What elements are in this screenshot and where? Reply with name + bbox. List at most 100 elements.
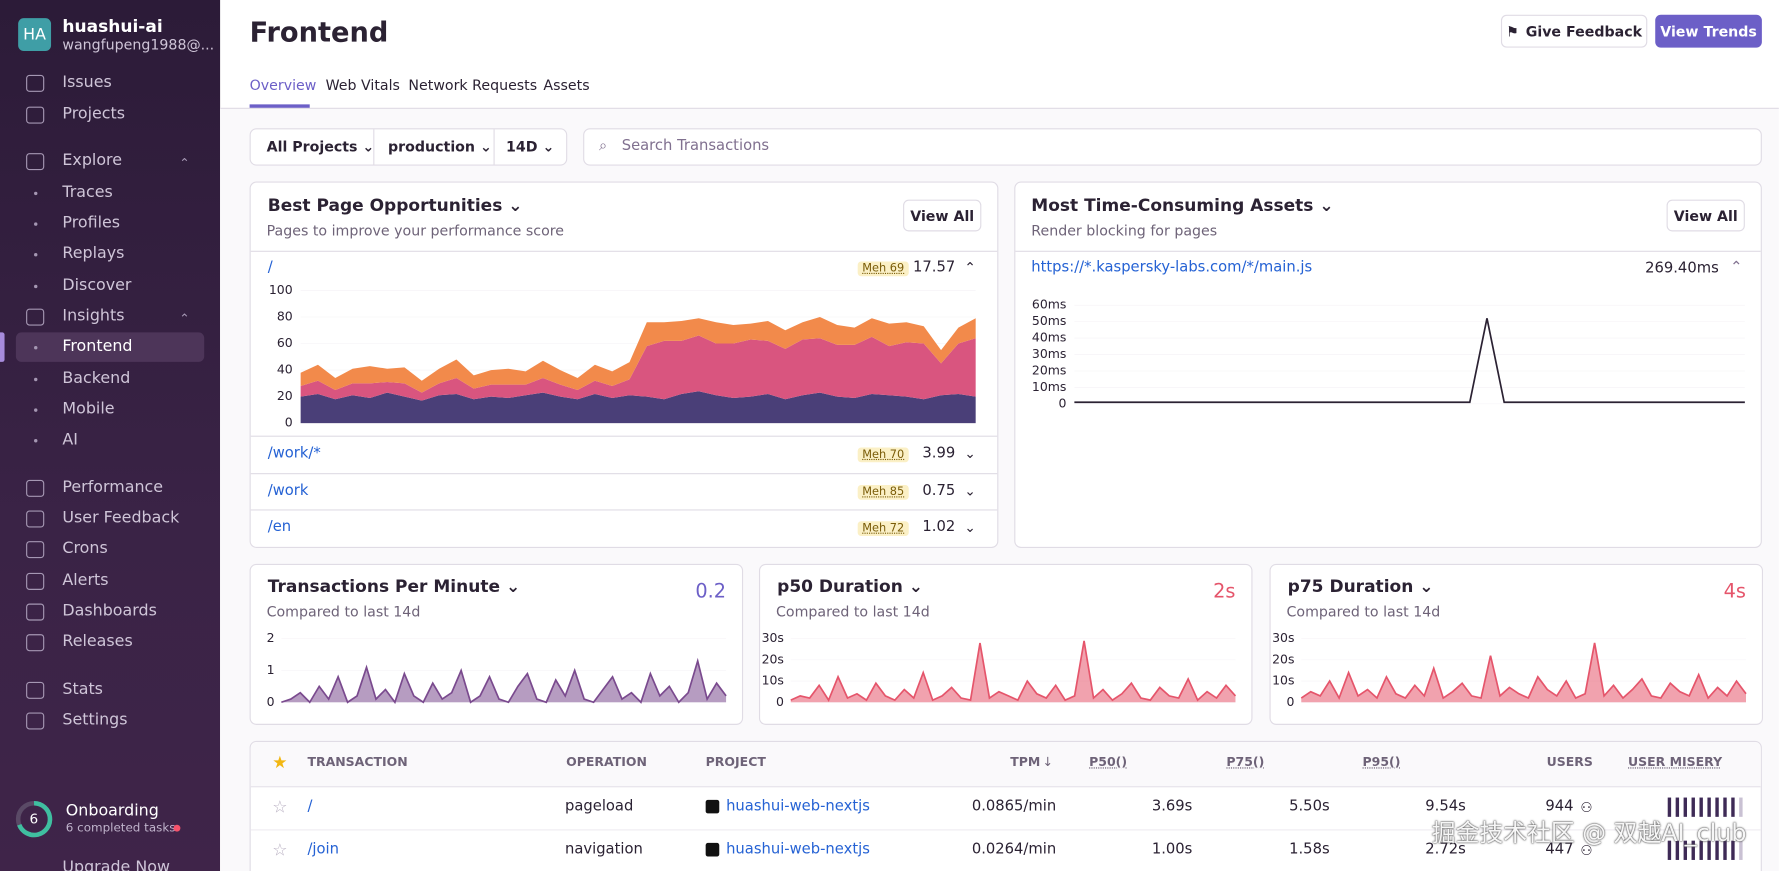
nav-item[interactable]: Releases [62,632,133,651]
asset-link[interactable]: https://*.kaspersky-labs.com/*/main.js [1031,258,1313,276]
chevron[interactable]: ⌄ [964,519,976,536]
score-badge: Meh 85 [857,484,909,500]
column-header[interactable]: USERS [1546,754,1593,770]
onboarding-title[interactable]: Onboarding [65,801,159,820]
score-badge: Meh 70 [857,447,909,463]
org-name[interactable]: huashui-ai [62,15,163,37]
org-avatar[interactable]: HA [18,18,52,52]
feedback-button[interactable]: ⚑ Give Feedback [1500,14,1648,48]
project-filter[interactable]: All Projects ⌄ [266,137,375,155]
misery-bar [1723,797,1727,817]
misery-bar [1683,840,1688,860]
cell[interactable]: / [307,797,313,815]
button-label: Give Feedback [1525,22,1643,40]
score-badge: Meh 69 [857,261,909,277]
bullet [34,377,38,382]
sort-arrow[interactable]: ↓ [1042,754,1054,770]
widget-title[interactable]: p75 Duration ⌄ [1287,576,1434,597]
misery-bar [1691,840,1695,860]
cell: 0.0264/min [971,840,1057,858]
nav-item[interactable]: Insights [62,306,125,326]
cell: 9.54s [1425,797,1466,815]
star-header[interactable]: ★ [272,752,288,773]
column-header[interactable]: OPERATION [566,754,647,770]
card-title[interactable]: Most Time-Consuming Assets ⌄ [1031,195,1334,216]
cell[interactable]: /join [307,840,339,858]
chevron[interactable]: ⌃ [179,155,190,171]
view-all-button[interactable]: View All [1666,199,1745,232]
nav-item[interactable]: Profiles [62,213,121,233]
page-link[interactable]: /work/* [267,444,321,462]
misery-bar [1731,840,1735,860]
title-text: p75 Duration [1287,576,1414,597]
cell[interactable]: huashui-web-nextjs [726,797,870,815]
nav-item[interactable]: Replays [62,244,125,263]
chevron[interactable]: ⌄ [964,483,976,499]
filter-label: All Projects [266,137,358,155]
column-header[interactable]: USER MISERY [1628,754,1723,770]
view-all-button[interactable]: View All [903,199,982,232]
env-filter[interactable]: production ⌄ [387,137,492,155]
nav-item[interactable]: AI [62,430,78,449]
star[interactable]: ☆ [272,839,288,860]
chevron[interactable]: ⌃ [964,259,976,276]
period-filter[interactable]: 14D ⌄ [505,137,555,155]
nav-item[interactable]: Settings [62,710,128,730]
nav-item[interactable]: Frontend [62,337,133,356]
nav-item[interactable]: Mobile [62,400,115,419]
misery-bar [1699,797,1703,817]
nav-item[interactable]: Traces [62,183,113,202]
star[interactable]: ☆ [272,796,288,817]
active-bg [15,332,205,362]
misery-bar [1715,840,1719,860]
bullet [34,346,38,350]
cell: 2.72s [1425,840,1466,858]
user-email: wangfupeng1988@... [62,35,215,53]
page-link[interactable]: /work [267,482,309,500]
bullet [34,408,38,412]
column-header[interactable]: P50() [1089,754,1128,770]
title-text: p50 Duration [777,576,903,597]
cell[interactable]: huashui-web-nextjs [726,840,870,858]
search-box[interactable] [583,128,1762,166]
nav-item[interactable]: Explore [62,151,123,170]
widget-title[interactable]: Transactions Per Minute ⌄ [267,576,521,597]
column-header[interactable]: TRANSACTION [307,754,408,770]
nav-item[interactable]: Projects [62,105,126,124]
nav-icon [26,712,45,730]
column-header[interactable]: TPM [1010,754,1041,770]
nav-item[interactable]: Stats [62,680,103,699]
cell: 3.69s [1151,797,1193,815]
misery-bar [1691,797,1695,817]
page-link[interactable]: / [267,258,273,276]
column-header[interactable]: P95() [1362,754,1401,770]
nav-item[interactable]: Dashboards [62,601,157,621]
tab[interactable]: Overview [249,76,317,94]
nav-item[interactable]: Crons [62,539,108,558]
tab[interactable]: Web Vitals [325,76,400,94]
card-title[interactable]: Best Page Opportunities ⌄ [267,195,523,216]
watermark: 掘金技术社区 @ 双越AI_club [1431,819,1747,847]
nav-item[interactable]: Alerts [62,571,109,590]
page-link[interactable]: /en [267,518,292,536]
tab[interactable]: Assets [543,76,590,94]
filter-label: 14D [505,137,538,155]
column-header[interactable]: PROJECT [705,754,766,770]
trends-button[interactable]: View Trends [1655,14,1762,48]
widget-title[interactable]: p50 Duration ⌄ [777,576,924,597]
chevron[interactable]: ⌄ [964,445,976,462]
nav-item[interactable]: Issues [62,73,112,92]
tab[interactable]: Network Requests [408,76,538,94]
column-header[interactable]: P75() [1226,754,1265,770]
nav-icon [26,541,45,559]
nav-item[interactable]: Backend [62,369,131,388]
chevron[interactable]: ⌃ [1730,258,1743,276]
nav-item[interactable]: Discover [62,276,132,295]
upgrade-link[interactable]: Upgrade Now [62,858,170,871]
nav-item[interactable]: Performance [62,478,164,497]
nav-item[interactable]: User Feedback [62,508,180,528]
chevron[interactable]: ⌃ [179,311,190,327]
nav-icon [26,74,45,92]
cell: 0.0865/min [971,797,1057,815]
divider [250,250,998,252]
